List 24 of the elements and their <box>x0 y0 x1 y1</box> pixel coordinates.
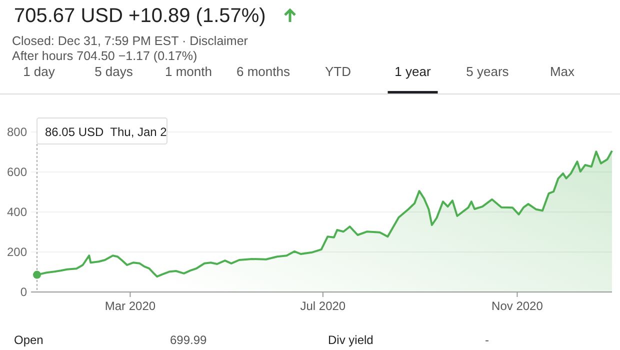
text: Div yield <box>328 333 374 347</box>
x-tick-label: Mar 2020 <box>104 299 156 313</box>
y-tick-label: 0 <box>20 285 28 299</box>
text: 1 month <box>165 64 212 79</box>
text: 699.99 <box>170 333 208 347</box>
annotation: 86.05 USD Thu, Jan 2 <box>45 125 168 139</box>
y-tick-label: 200 <box>6 245 28 259</box>
text: 1 day <box>23 64 56 79</box>
chart-title: 705.67 USD +10.89 (1.57%) <box>14 5 266 27</box>
y-tick-label: 800 <box>6 125 28 139</box>
y-tick-label: 400 <box>6 205 28 219</box>
text: 5 days <box>94 64 134 79</box>
text: Closed: Dec 31, 7:59 PM EST · Disclaimer <box>12 34 248 48</box>
text: 5 years <box>466 64 510 79</box>
text: Max <box>550 64 576 79</box>
text: 6 months <box>236 64 290 79</box>
text: 1 year <box>394 64 432 79</box>
x-tick-label: Jul 2020 <box>300 299 346 313</box>
text: Open <box>14 333 44 347</box>
y-tick-label: 600 <box>6 165 28 179</box>
x-tick-label: Nov 2020 <box>492 299 544 313</box>
text: After hours 704.50 −1.17 (0.17%) <box>12 49 198 63</box>
text: YTD <box>325 64 351 79</box>
text: - <box>485 333 489 347</box>
